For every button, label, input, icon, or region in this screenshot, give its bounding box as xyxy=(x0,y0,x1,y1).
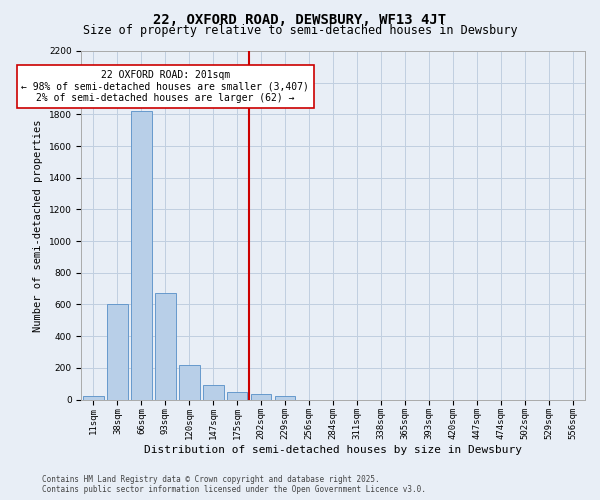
Bar xyxy=(275,396,295,400)
Y-axis label: Number of semi-detached properties: Number of semi-detached properties xyxy=(33,119,43,332)
Bar xyxy=(131,111,152,400)
Text: 22 OXFORD ROAD: 201sqm
← 98% of semi-detached houses are smaller (3,407)
2% of s: 22 OXFORD ROAD: 201sqm ← 98% of semi-det… xyxy=(22,70,310,103)
Bar xyxy=(203,384,224,400)
Bar xyxy=(83,396,104,400)
Text: Size of property relative to semi-detached houses in Dewsbury: Size of property relative to semi-detach… xyxy=(83,24,517,37)
Bar xyxy=(155,292,176,400)
Text: 22, OXFORD ROAD, DEWSBURY, WF13 4JT: 22, OXFORD ROAD, DEWSBURY, WF13 4JT xyxy=(154,12,446,26)
Bar xyxy=(179,366,200,400)
X-axis label: Distribution of semi-detached houses by size in Dewsbury: Distribution of semi-detached houses by … xyxy=(144,445,522,455)
Bar xyxy=(251,394,271,400)
Text: Contains HM Land Registry data © Crown copyright and database right 2025.
Contai: Contains HM Land Registry data © Crown c… xyxy=(42,474,426,494)
Bar xyxy=(227,392,247,400)
Bar xyxy=(107,304,128,400)
